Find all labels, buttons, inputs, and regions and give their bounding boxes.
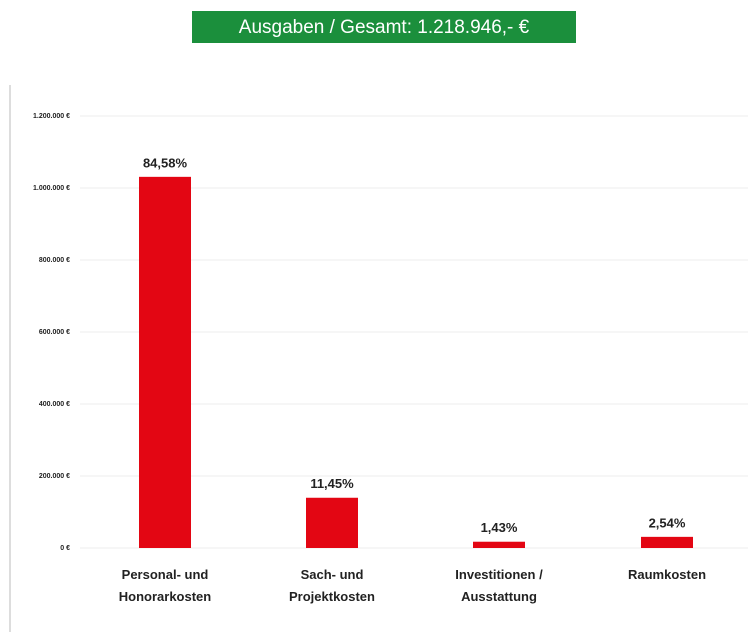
y-tick-label: 200.000 €: [39, 473, 70, 480]
x-tick-label: Sach- und Projektkosten: [289, 567, 375, 604]
title-box: [192, 11, 576, 43]
y-tick-label: 600.000 €: [39, 329, 70, 336]
bar: [473, 541, 525, 548]
y-tick-label: 800.000 €: [39, 257, 70, 264]
y-tick-label: 1.000.000 €: [33, 185, 70, 192]
x-tick-label: Investitionen / Ausstattung: [455, 567, 543, 604]
x-tick-label: Personal- und Honorarkosten: [119, 567, 212, 604]
y-tick-label: 0 €: [60, 545, 70, 552]
data-label: 84,58%: [143, 155, 188, 170]
bar: [641, 536, 693, 548]
data-label: 2,54%: [649, 515, 686, 530]
y-tick-label: 400.000 €: [39, 401, 70, 408]
x-tick-label: Raumkosten: [628, 567, 706, 582]
bar: [306, 497, 358, 548]
data-label: 1,43%: [481, 520, 518, 535]
data-label: 11,45%: [310, 476, 354, 491]
y-tick-label: 1.200.000 €: [33, 113, 70, 120]
chart-title: Ausgaben / Gesamt: 1.218.946,- €: [239, 17, 530, 38]
bar: [139, 176, 191, 548]
